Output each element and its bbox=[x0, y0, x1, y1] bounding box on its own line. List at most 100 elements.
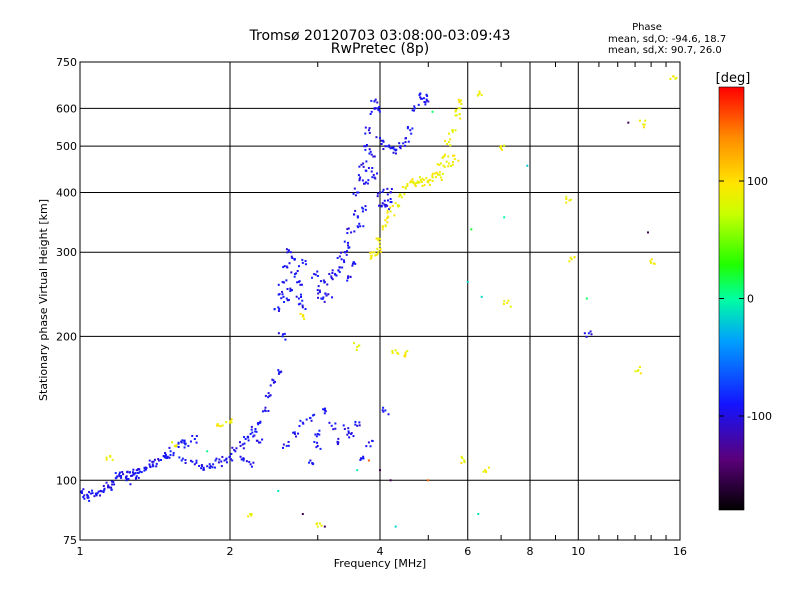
data-point bbox=[506, 301, 509, 304]
data-point bbox=[246, 435, 249, 438]
data-point bbox=[360, 457, 363, 460]
data-point bbox=[112, 480, 115, 483]
data-point bbox=[264, 394, 267, 397]
data-point bbox=[482, 470, 485, 473]
data-point bbox=[177, 446, 180, 449]
data-point bbox=[369, 445, 372, 448]
data-point bbox=[359, 176, 362, 179]
data-point bbox=[282, 281, 285, 284]
data-point bbox=[400, 196, 403, 199]
data-point bbox=[296, 281, 299, 284]
data-point bbox=[169, 453, 172, 456]
data-point bbox=[323, 412, 326, 415]
data-point bbox=[334, 422, 337, 425]
data-point bbox=[417, 103, 420, 106]
data-point bbox=[669, 77, 672, 80]
data-point bbox=[388, 145, 391, 148]
data-point bbox=[361, 179, 364, 182]
data-point bbox=[317, 292, 320, 295]
data-point bbox=[105, 481, 108, 484]
data-point bbox=[364, 208, 367, 211]
data-point bbox=[394, 202, 397, 205]
data-point bbox=[398, 195, 401, 198]
data-point bbox=[258, 421, 261, 424]
data-point bbox=[453, 154, 456, 157]
data-point bbox=[399, 193, 402, 196]
data-point bbox=[427, 179, 430, 182]
data-point bbox=[83, 494, 86, 497]
data-points bbox=[80, 75, 678, 528]
data-point bbox=[335, 274, 338, 277]
data-point bbox=[426, 94, 429, 97]
data-point bbox=[457, 159, 460, 162]
axis-ticks: 1 2 4 6 8 10 16 75 100 200 300 400 500 600 750 bbox=[56, 56, 687, 558]
data-point bbox=[373, 176, 376, 179]
data-point bbox=[211, 466, 214, 469]
data-point bbox=[264, 406, 267, 409]
data-point bbox=[389, 201, 392, 204]
data-point bbox=[457, 107, 460, 110]
data-point bbox=[289, 251, 292, 254]
data-point bbox=[295, 272, 298, 275]
data-point bbox=[301, 304, 304, 307]
data-point bbox=[382, 140, 385, 143]
data-point bbox=[320, 524, 323, 527]
data-point bbox=[330, 424, 333, 427]
data-point bbox=[346, 276, 349, 279]
data-point bbox=[480, 93, 483, 96]
data-point bbox=[243, 436, 246, 439]
data-point bbox=[379, 469, 381, 472]
data-point bbox=[261, 438, 264, 441]
data-point bbox=[254, 428, 257, 431]
data-point bbox=[367, 167, 370, 170]
data-point bbox=[80, 491, 83, 494]
data-point bbox=[253, 434, 256, 437]
data-point bbox=[370, 153, 373, 156]
data-point bbox=[413, 107, 416, 110]
data-point bbox=[111, 483, 114, 486]
data-point bbox=[362, 457, 365, 460]
data-point bbox=[88, 499, 91, 502]
data-point bbox=[346, 433, 349, 436]
data-point bbox=[284, 338, 287, 341]
data-point bbox=[365, 181, 368, 184]
data-point bbox=[411, 180, 414, 183]
data-point bbox=[342, 424, 345, 427]
data-point bbox=[338, 255, 341, 258]
data-point bbox=[191, 434, 194, 437]
data-point bbox=[412, 180, 415, 183]
data-point bbox=[314, 273, 317, 276]
data-point bbox=[376, 107, 379, 110]
data-point bbox=[304, 260, 307, 263]
data-point bbox=[301, 299, 304, 302]
data-point bbox=[332, 428, 335, 431]
data-point bbox=[379, 237, 381, 240]
data-point bbox=[304, 308, 307, 311]
data-point bbox=[419, 92, 422, 95]
data-point bbox=[297, 303, 300, 306]
data-point bbox=[126, 478, 129, 481]
data-point bbox=[363, 182, 366, 185]
data-point bbox=[364, 132, 367, 135]
data-point bbox=[361, 210, 364, 213]
data-point bbox=[230, 452, 233, 455]
data-point bbox=[485, 470, 488, 473]
data-point bbox=[166, 457, 169, 460]
data-point bbox=[301, 421, 304, 424]
data-point bbox=[398, 145, 401, 148]
data-point bbox=[349, 275, 352, 278]
data-point bbox=[109, 486, 112, 489]
data-point bbox=[351, 264, 354, 267]
x-tick-label: 2 bbox=[227, 545, 234, 558]
data-point bbox=[650, 261, 653, 264]
data-point bbox=[422, 97, 425, 100]
data-point bbox=[228, 456, 231, 459]
data-point bbox=[503, 216, 506, 219]
data-point bbox=[195, 461, 198, 464]
data-point bbox=[189, 459, 192, 462]
data-point bbox=[403, 193, 406, 196]
data-point bbox=[382, 148, 385, 151]
data-point bbox=[162, 455, 165, 458]
data-point bbox=[105, 456, 108, 459]
data-point bbox=[321, 297, 324, 300]
